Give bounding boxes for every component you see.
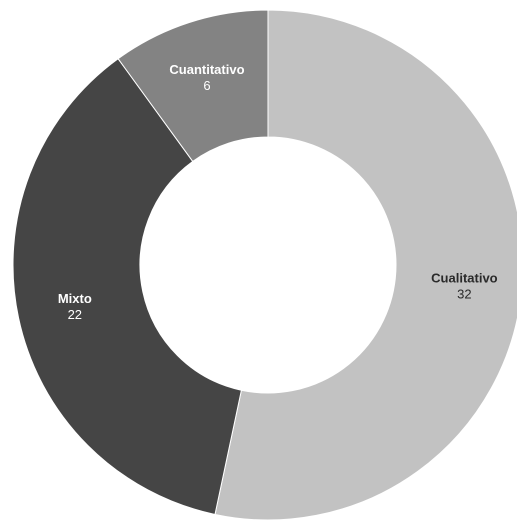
slice-cuantitativo[interactable] bbox=[117, 9, 269, 163]
slice-mixto[interactable] bbox=[12, 58, 242, 516]
slice-label-mixto: Mixto bbox=[58, 291, 92, 306]
slice-value-cualitativo: 32 bbox=[457, 287, 471, 302]
slice-value-mixto: 22 bbox=[68, 307, 82, 322]
slice-value-cuantitativo: 6 bbox=[203, 78, 210, 93]
slices-layer bbox=[12, 9, 517, 521]
slice-cualitativo[interactable] bbox=[214, 9, 517, 521]
slice-label-cuantitativo: Cuantitativo bbox=[169, 62, 244, 77]
slice-label-cualitativo: Cualitativo bbox=[431, 271, 498, 286]
